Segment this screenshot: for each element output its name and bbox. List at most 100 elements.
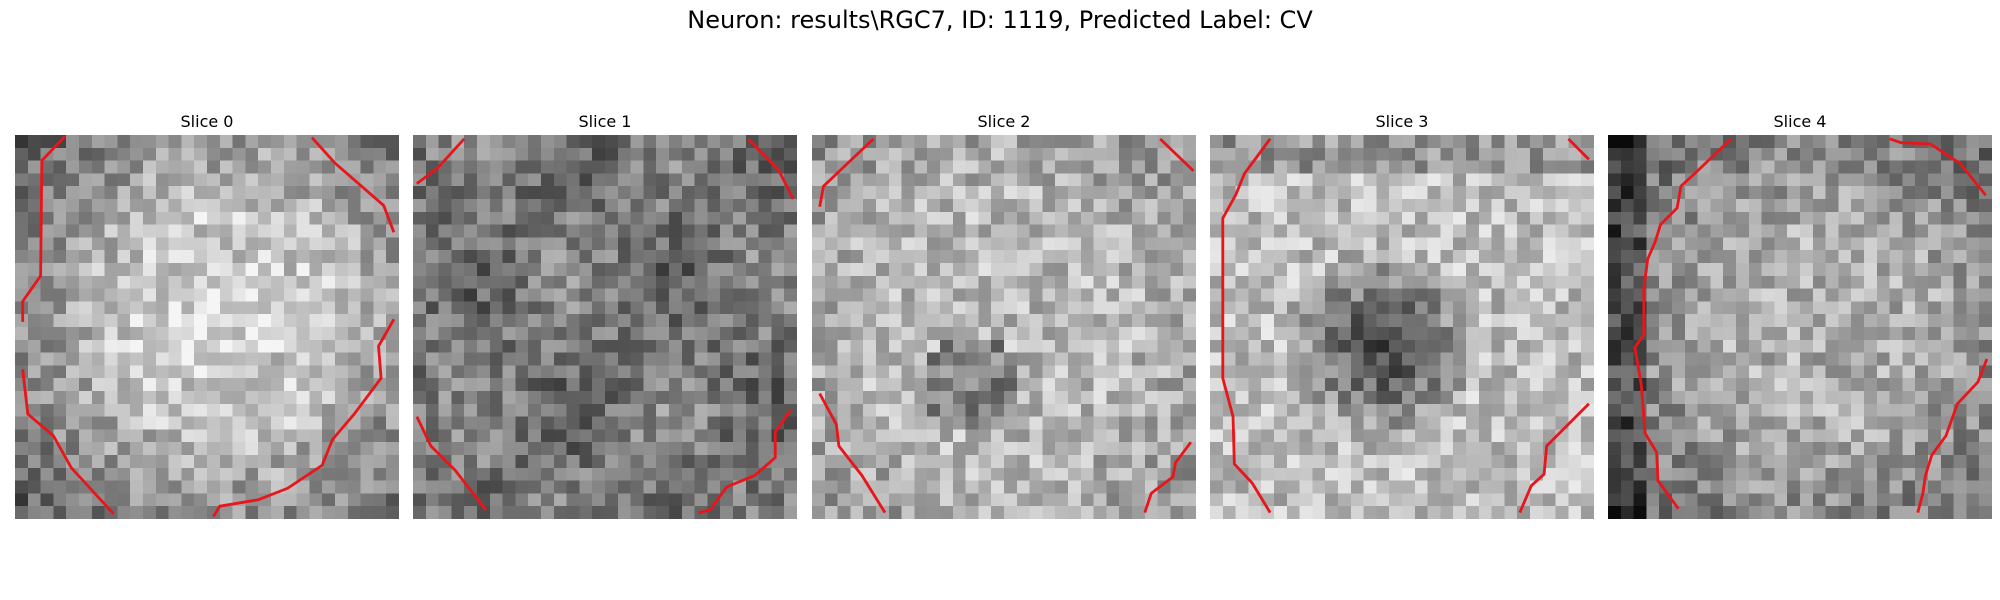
image-pixel [1170, 288, 1184, 302]
image-pixel [1389, 263, 1403, 277]
image-pixel [1055, 339, 1069, 353]
image-pixel [1016, 263, 1030, 277]
image-pixel [1504, 237, 1518, 251]
image-pixel [888, 224, 902, 238]
image-pixel [1491, 416, 1505, 430]
image-pixel [1132, 224, 1146, 238]
image-pixel [451, 199, 465, 213]
image-pixel [1966, 429, 1980, 443]
image-pixel [758, 327, 772, 341]
image-pixel [1093, 455, 1107, 469]
image-pixel [837, 263, 851, 277]
image-pixel [15, 442, 29, 456]
image-pixel [1055, 442, 1069, 456]
image-pixel [1979, 493, 1992, 507]
image-pixel [694, 416, 708, 430]
image-pixel [322, 480, 336, 494]
image-pixel [219, 365, 233, 379]
image-pixel [579, 275, 593, 289]
image-pixel [824, 135, 838, 149]
image-pixel [965, 365, 979, 379]
image-pixel [1119, 429, 1133, 443]
image-pixel [720, 301, 734, 315]
image-pixel [464, 416, 478, 430]
image-pixel [66, 301, 80, 315]
image-pixel [207, 250, 221, 264]
image-pixel [771, 339, 785, 353]
image-pixel [1055, 467, 1069, 481]
image-pixel [1953, 160, 1967, 174]
image-pixel [1787, 211, 1801, 225]
image-pixel [1659, 339, 1673, 353]
image-pixel [347, 506, 361, 519]
image-pixel [1620, 378, 1634, 392]
image-pixel [219, 416, 233, 430]
image-pixel [1953, 480, 1967, 494]
image-pixel [1042, 211, 1056, 225]
image-pixel [1299, 301, 1313, 315]
image-pixel [605, 237, 619, 251]
image-pixel [53, 455, 67, 469]
image-pixel [914, 327, 928, 341]
image-pixel [1016, 147, 1030, 161]
image-pixel [40, 301, 54, 315]
image-pixel [1132, 455, 1146, 469]
image-pixel [553, 403, 567, 417]
image-pixel [1440, 288, 1454, 302]
image-pixel [1210, 403, 1224, 417]
image-pixel [347, 211, 361, 225]
image-pixel [1119, 211, 1133, 225]
image-pixel [1016, 506, 1030, 519]
image-pixel [1440, 455, 1454, 469]
image-pixel [888, 314, 902, 328]
image-pixel [1402, 378, 1416, 392]
image-pixel [79, 365, 93, 379]
image-pixel [1350, 352, 1364, 366]
image-pixel [207, 378, 221, 392]
image-pixel [79, 352, 93, 366]
image-pixel [1672, 506, 1686, 519]
image-pixel [978, 301, 992, 315]
image-pixel [1004, 339, 1018, 353]
image-pixel [1542, 147, 1556, 161]
image-pixel [1453, 224, 1467, 238]
image-pixel [1542, 275, 1556, 289]
image-pixel [1915, 147, 1929, 161]
image-pixel [91, 314, 105, 328]
image-pixel [1812, 186, 1826, 200]
image-pixel [1902, 365, 1916, 379]
image-pixel [888, 416, 902, 430]
image-pixel [1800, 403, 1814, 417]
image-pixel [168, 301, 182, 315]
image-pixel [720, 391, 734, 405]
image-pixel [1453, 365, 1467, 379]
image-pixel [1517, 275, 1531, 289]
image-pixel [669, 442, 683, 456]
image-pixel [927, 442, 941, 456]
image-pixel [1325, 416, 1339, 430]
image-pixel [1966, 506, 1980, 519]
image-pixel [386, 147, 399, 161]
image-pixel [451, 224, 465, 238]
image-pixel [322, 250, 336, 264]
image-pixel [681, 352, 695, 366]
image-pixel [952, 416, 966, 430]
image-pixel [360, 467, 374, 481]
image-pixel [656, 391, 670, 405]
image-pixel [1170, 442, 1184, 456]
image-pixel [130, 506, 144, 519]
image-pixel [812, 506, 826, 519]
image-pixel [1338, 314, 1352, 328]
image-pixel [1928, 288, 1942, 302]
image-pixel [1312, 455, 1326, 469]
image-pixel [914, 455, 928, 469]
image-pixel [1940, 391, 1954, 405]
image-pixel [451, 211, 465, 225]
image-pixel [502, 455, 516, 469]
image-pixel [1748, 327, 1762, 341]
image-pixel [194, 147, 208, 161]
image-pixel [965, 442, 979, 456]
image-pixel [143, 314, 157, 328]
image-pixel [1504, 429, 1518, 443]
image-pixel [605, 352, 619, 366]
